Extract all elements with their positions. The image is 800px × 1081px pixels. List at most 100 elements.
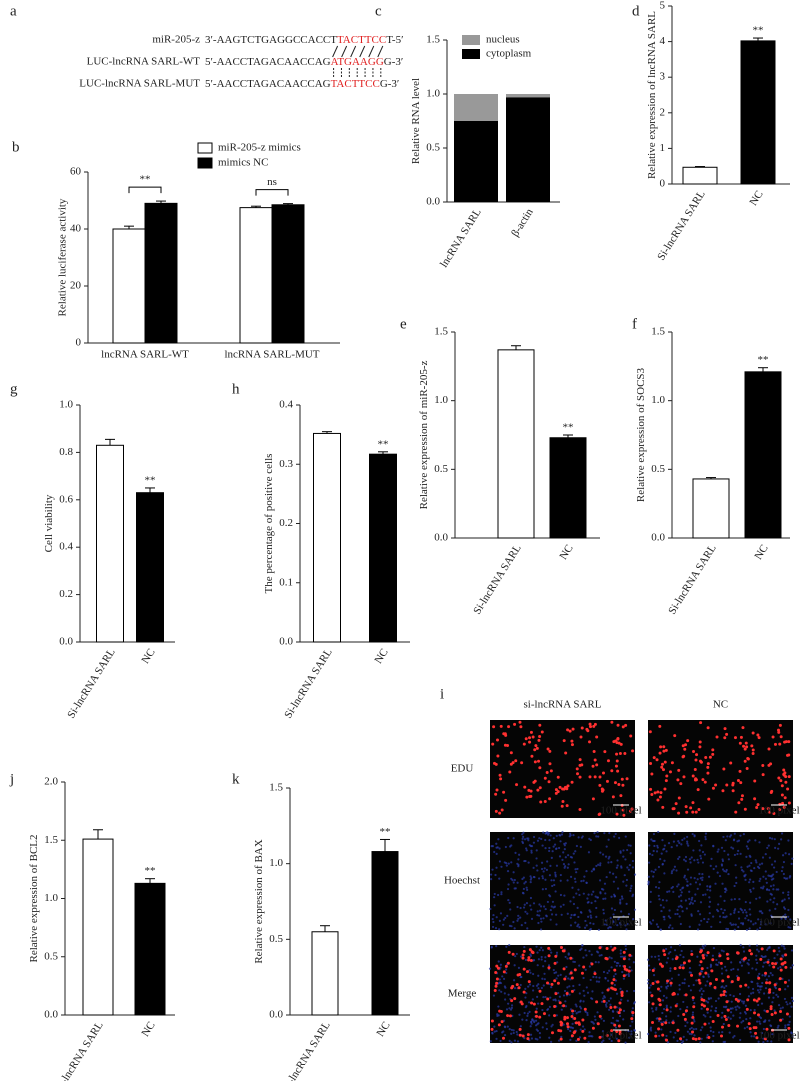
nucleus-dot bbox=[773, 838, 776, 841]
edu-dot bbox=[546, 997, 550, 1001]
edu-dot bbox=[743, 747, 747, 751]
edu-dot bbox=[698, 740, 702, 744]
nucleus-dot bbox=[748, 944, 751, 947]
nucleus-dot bbox=[513, 1039, 517, 1042]
nucleus-dot bbox=[610, 895, 613, 898]
edu-dot bbox=[666, 979, 670, 983]
edu-dot bbox=[652, 756, 656, 760]
edu-dot bbox=[493, 989, 497, 993]
edu-dot bbox=[533, 748, 537, 752]
edu-dot bbox=[691, 1030, 695, 1034]
nucleus-dot bbox=[504, 916, 507, 920]
nucleus-dot bbox=[539, 928, 543, 931]
edu-dot bbox=[719, 993, 723, 997]
nucleus-dot bbox=[743, 909, 747, 912]
edu-dot bbox=[727, 1024, 731, 1028]
nucleus-dot bbox=[691, 1013, 694, 1017]
nucleus-dot bbox=[524, 996, 527, 999]
y-tick-label: 1.5 bbox=[44, 834, 58, 846]
nucleus-dot bbox=[750, 869, 753, 873]
nucleus-dot bbox=[731, 1007, 734, 1010]
nucleus-dot bbox=[602, 888, 605, 891]
nucleus-dot bbox=[721, 1031, 724, 1034]
nucleus-dot bbox=[684, 855, 688, 859]
nucleus-dot bbox=[563, 848, 566, 851]
nucleus-dot bbox=[665, 1019, 668, 1022]
nucleus-dot bbox=[747, 995, 751, 998]
nucleus-dot bbox=[552, 845, 555, 848]
nucleus-dot bbox=[521, 837, 524, 840]
edu-dot bbox=[684, 993, 688, 997]
nucleus-dot bbox=[490, 845, 493, 848]
legend-label: miR-205-z mimics bbox=[218, 142, 301, 154]
nucleus-dot bbox=[613, 835, 616, 838]
nucleus-dot bbox=[696, 955, 699, 958]
nucleus-dot bbox=[755, 944, 759, 947]
nucleus-dot bbox=[535, 857, 538, 860]
edu-dot bbox=[502, 970, 506, 974]
bar bbox=[313, 432, 341, 643]
edu-dot bbox=[556, 775, 560, 779]
nucleus-dot bbox=[701, 876, 704, 879]
edu-dot bbox=[677, 796, 681, 800]
edu-dot bbox=[524, 737, 528, 741]
nucleus-dot bbox=[631, 1007, 634, 1010]
nucleus-dot bbox=[780, 944, 783, 947]
edu-dot bbox=[658, 724, 662, 728]
edu-dot bbox=[606, 759, 610, 763]
nucleus-dot bbox=[730, 923, 733, 927]
nucleus-dot bbox=[621, 955, 624, 958]
edu-dot bbox=[540, 730, 544, 734]
nucleus-dot bbox=[766, 846, 769, 850]
nucleus-dot bbox=[567, 953, 570, 956]
nucleus-dot bbox=[507, 993, 510, 996]
y-tick-label: 1.0 bbox=[269, 857, 283, 869]
nucleus-dot bbox=[681, 910, 684, 913]
nucleus-dot bbox=[542, 996, 545, 999]
nucleus-dot bbox=[754, 922, 757, 925]
nucleus-dot bbox=[600, 1000, 604, 1003]
edu-dot bbox=[617, 782, 621, 786]
edu-dot bbox=[581, 1029, 585, 1033]
edu-dot bbox=[691, 810, 695, 814]
nucleus-dot bbox=[765, 881, 768, 884]
nucleus-dot bbox=[527, 839, 530, 842]
x-tick-label: Si-lncRNA SARL bbox=[471, 542, 524, 616]
edu-dot bbox=[617, 741, 621, 745]
nucleus-dot bbox=[551, 900, 555, 903]
nucleus-dot bbox=[541, 875, 544, 878]
nucleus-dot bbox=[510, 1004, 514, 1007]
nucleus-dot bbox=[500, 865, 503, 868]
nucleus-dot bbox=[676, 912, 679, 916]
edu-dot bbox=[491, 742, 495, 746]
nucleus-dot bbox=[526, 1014, 529, 1017]
nucleus-dot bbox=[727, 1016, 730, 1019]
nucleus-dot bbox=[781, 1006, 784, 1009]
nucleus-dot bbox=[747, 986, 750, 989]
nucleus-dot bbox=[602, 1039, 605, 1042]
nucleus-dot bbox=[567, 1028, 570, 1031]
nucleus-dot bbox=[722, 950, 725, 953]
edu-dot bbox=[772, 812, 776, 816]
edu-dot bbox=[699, 960, 703, 964]
edu-dot bbox=[745, 766, 749, 770]
nucleus-dot bbox=[662, 915, 665, 918]
nucleus-dot bbox=[706, 1033, 709, 1037]
nucleus-dot bbox=[761, 974, 764, 977]
nucleus-dot bbox=[633, 1001, 636, 1004]
bar bbox=[744, 371, 782, 539]
y-tick-label: 1.5 bbox=[269, 782, 283, 794]
x-tick-label: Si-lncRNA SARL bbox=[666, 542, 719, 616]
x-tick-label: Si-lncRNA SARL bbox=[65, 646, 118, 720]
nucleus-dot bbox=[672, 1036, 675, 1039]
nucleus-dot bbox=[631, 866, 634, 869]
nucleus-dot bbox=[688, 890, 691, 893]
edu-dot bbox=[506, 1014, 510, 1018]
nucleus-dot bbox=[519, 916, 522, 919]
nucleus-dot bbox=[535, 945, 538, 948]
nucleus-dot bbox=[505, 945, 508, 948]
nucleus-dot bbox=[562, 903, 565, 906]
nucleus-dot bbox=[699, 877, 702, 880]
edu-dot bbox=[761, 773, 765, 777]
nucleus-dot bbox=[630, 969, 633, 972]
